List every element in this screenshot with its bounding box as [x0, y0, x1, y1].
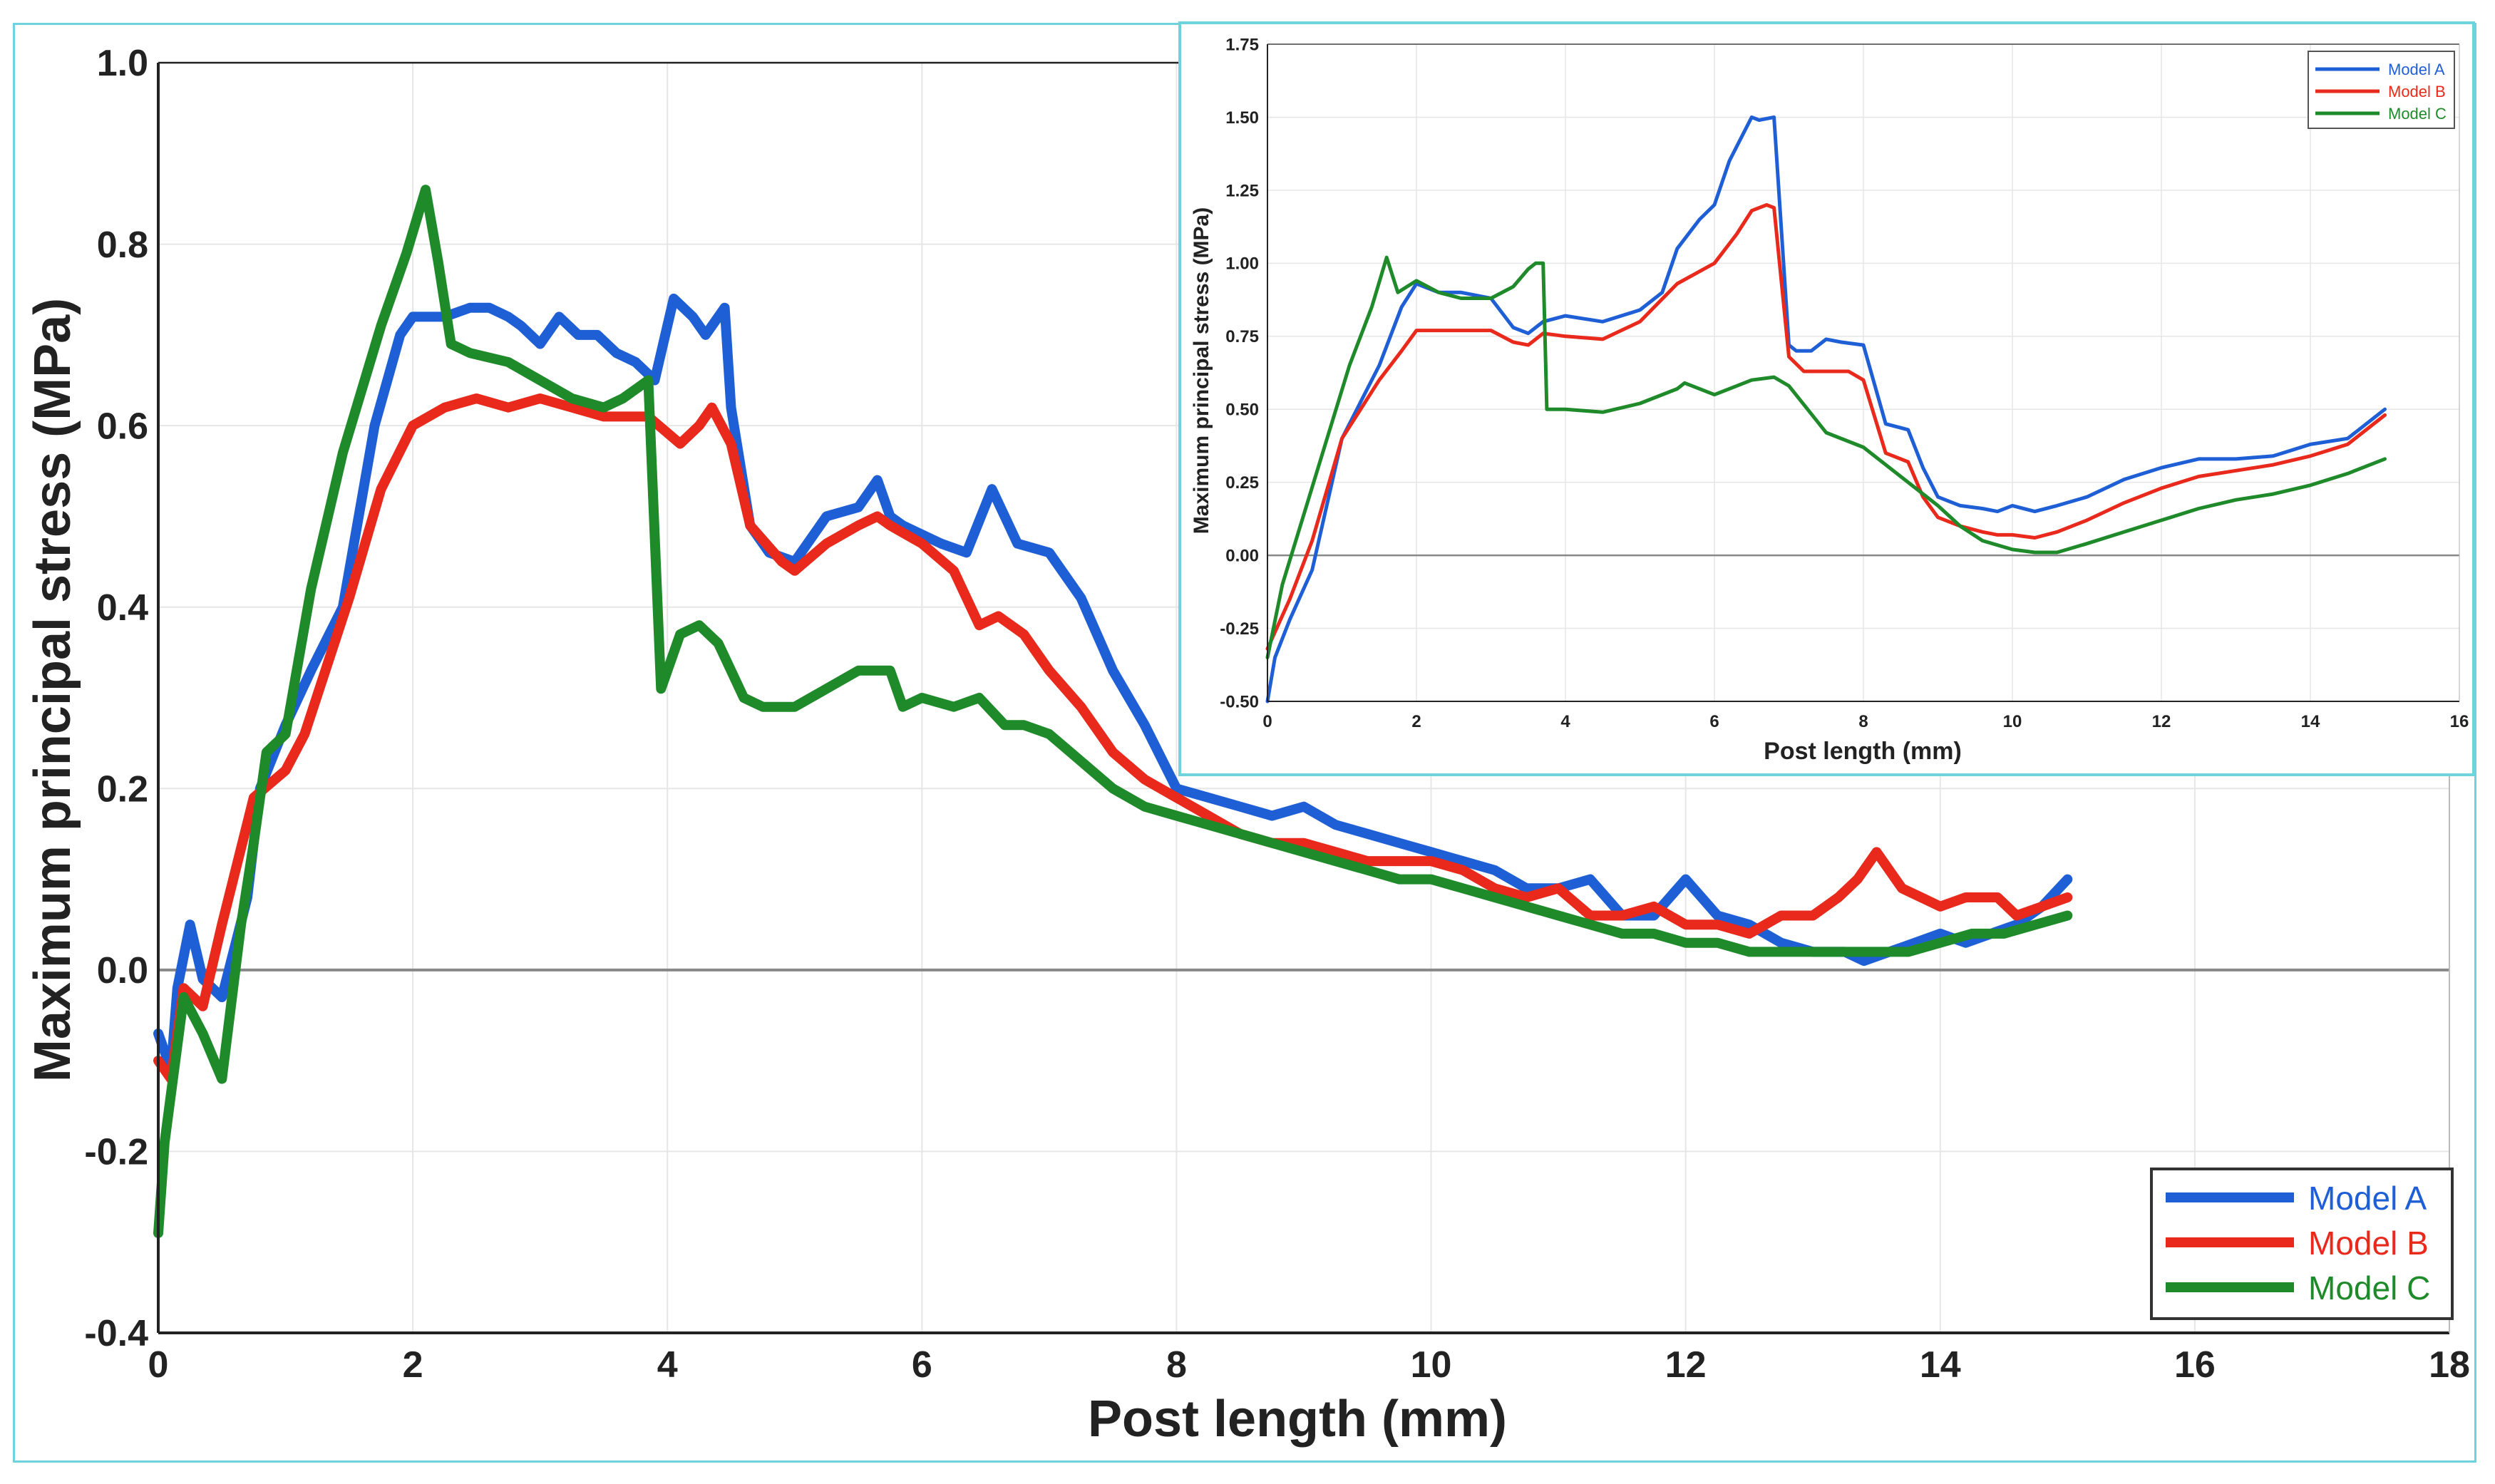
inset-chart: 0 2 4 6 8 10 12 14 16 -0.50 -0.25 0.00 0.25 0.50 0.75…: [1178, 21, 2475, 776]
inset-x-tick-label: 2: [1411, 712, 1421, 731]
main-y-tick-label: 0.2: [97, 768, 148, 810]
main-series-model-b: [153, 393, 2073, 1084]
main-x-tick-label: 2: [403, 1344, 423, 1386]
inset-y-tick-label: 0.00: [1225, 547, 1259, 566]
inset-y-tick-label: 0.25: [1225, 473, 1259, 493]
inset-x-tick-label: 0: [1262, 712, 1272, 731]
main-x-tick-label: 8: [1166, 1344, 1187, 1386]
inset-y-tick-label: -0.25: [1220, 619, 1259, 639]
inset-x-tick-label: 8: [1858, 712, 1868, 731]
inset-y-tick-label: 1.75: [1225, 35, 1259, 54]
main-y-tick-labels: -0.4 -0.2 0.0 0.2 0.4 0.6 0.8 1.0: [84, 43, 148, 1354]
inset-x-axis-label: Post length (mm): [1764, 738, 1962, 765]
main-y-tick-label: 0.8: [97, 225, 148, 266]
inset-series-model-c: [1265, 255, 2387, 659]
inset-x-tick-label: 4: [1560, 712, 1570, 731]
inset-legend: Model A Model B Model C: [2308, 51, 2455, 129]
inset-y-tick-label: 0.50: [1225, 401, 1259, 420]
inset-x-tick-label: 14: [2301, 712, 2320, 731]
main-y-tick-label: -0.4: [84, 1313, 148, 1354]
inset-x-tick-label: 6: [1709, 712, 1719, 731]
main-x-tick-label: 18: [2429, 1344, 2470, 1386]
main-legend-label-model-c: Model C: [2308, 1269, 2430, 1307]
inset-series-model-b: [1265, 202, 2387, 651]
inset-legend-label-model-b: Model B: [2388, 83, 2446, 101]
main-x-tick-label: 4: [657, 1344, 678, 1386]
inset-y-tick-label: 0.75: [1225, 327, 1259, 346]
inset-series-group: [1265, 115, 2387, 704]
main-x-tick-label: 0: [148, 1344, 169, 1386]
main-y-tick-label: 0.4: [97, 587, 148, 629]
inset-panel: [1178, 21, 2475, 776]
main-x-tick-labels: 0 2 4 6 8 10 12 14 16 18: [148, 1344, 2470, 1386]
inset-y-tick-label: 1.00: [1225, 254, 1259, 274]
inset-x-tick-label: 16: [2450, 712, 2469, 731]
inset-x-tick-label: 10: [2003, 712, 2022, 731]
inset-y-tick-label: -0.50: [1220, 692, 1259, 711]
main-x-tick-label: 16: [2174, 1344, 2216, 1386]
inset-axes: [1267, 43, 2460, 702]
main-series-model-a: [153, 293, 2073, 1075]
main-series-group: [153, 185, 2073, 1238]
main-series-model-c: [153, 185, 2073, 1238]
main-x-axis-label: Post length (mm): [1088, 1391, 1507, 1448]
main-x-tick-label: 14: [1920, 1344, 1961, 1386]
main-chart: 0 2 4 6 8 10 12 14 16 18 -0.4 -0.2 0.0 0.2 0.4 0.6 0.8 1…: [24, 43, 2470, 1448]
inset-legend-label-model-a: Model A: [2388, 61, 2445, 78]
main-x-tick-label: 12: [1665, 1344, 1707, 1386]
main-y-tick-label: 0.0: [97, 950, 148, 991]
inset-y-tick-label: 1.50: [1225, 108, 1259, 128]
inset-series-model-a: [1265, 115, 2387, 704]
inset-y-tick-label: 1.25: [1225, 181, 1259, 200]
main-legend-label-model-b: Model B: [2308, 1225, 2429, 1262]
main-x-tick-label: 10: [1411, 1344, 1452, 1386]
main-legend-label-model-a: Model A: [2308, 1180, 2427, 1217]
main-y-tick-label: 0.6: [97, 406, 148, 447]
main-x-tick-label: 6: [912, 1344, 932, 1386]
main-y-axis-label: Maximum principal stress (MPa): [24, 298, 81, 1082]
inset-y-tick-labels: -0.50 -0.25 0.00 0.25 0.50 0.75 1.00 1.25 1.50 1.…: [1220, 35, 1259, 711]
inset-y-axis-label: Maximum principal stress (MPa): [1190, 207, 1213, 534]
main-legend: Model A Model B Model C: [2150, 1168, 2454, 1320]
inset-x-tick-labels: 0 2 4 6 8 10 12 14 16: [1262, 712, 2469, 731]
main-y-tick-label: 1.0: [97, 43, 148, 84]
inset-legend-label-model-c: Model C: [2388, 105, 2447, 123]
inset-x-tick-label: 12: [2152, 712, 2171, 731]
main-y-tick-label: -0.2: [84, 1132, 148, 1173]
